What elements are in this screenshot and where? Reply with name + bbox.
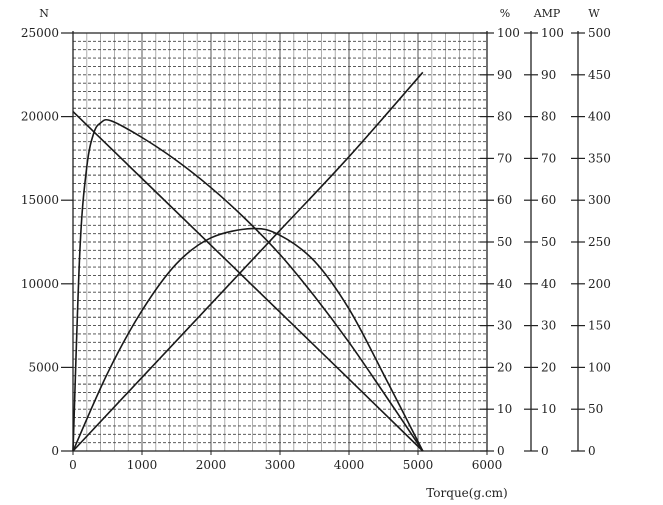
x-axis-tick-label: 3000 (265, 458, 296, 472)
right-axis-tick-label: 0 (541, 444, 549, 458)
x-axis-tick-label: 1000 (127, 458, 158, 472)
right-axis-tick-label: 100 (541, 26, 564, 40)
left-axis-tick-label: 0 (51, 444, 59, 458)
left-axis-tick-label: 5000 (28, 360, 59, 374)
left-axis-tick-label: 10000 (21, 277, 59, 291)
x-axis-tick-label: 0 (69, 458, 77, 472)
right-axis-tick-label: 0 (497, 444, 505, 458)
left-axis-tick-label: 15000 (21, 193, 59, 207)
series-line-AMP (72, 71, 424, 452)
right-axis-tick-label: 20 (541, 360, 556, 374)
x-axis-tick-label: 2000 (196, 458, 227, 472)
right-axis-tick-label: 30 (497, 319, 512, 333)
series-line-% (72, 118, 424, 452)
right-axis-tick-label: 70 (497, 151, 512, 165)
right-axis-tick-label: 10 (541, 402, 556, 416)
right-axis-tick-label: 60 (497, 193, 512, 207)
right-axis-tick-label: 60 (541, 193, 556, 207)
right-axis-tick-label: 200 (588, 277, 611, 291)
right-axis-tick-label: 100 (497, 26, 520, 40)
right-axis-tick-label: 500 (588, 26, 611, 40)
right-axis-tick-label: 90 (497, 68, 512, 82)
right-axis-tick-label: 100 (588, 360, 611, 374)
right-axis-unit-label: W (588, 7, 600, 20)
left-axis-tick-label: 20000 (21, 110, 59, 124)
left-axis-unit-label: N (39, 7, 49, 20)
right-axis-tick-label: 450 (588, 68, 611, 82)
right-axis-tick-label: 80 (541, 110, 556, 124)
right-axis-tick-label: 300 (588, 193, 611, 207)
x-axis-tick-label: 6000 (472, 458, 503, 472)
right-axis-tick-label: 50 (541, 235, 556, 249)
right-axis-tick-label: 70 (541, 151, 556, 165)
right-axis-tick-label: 20 (497, 360, 512, 374)
right-axis-tick-label: 40 (497, 277, 512, 291)
right-axis-tick-label: 40 (541, 277, 556, 291)
right-axis-tick-label: 250 (588, 235, 611, 249)
series-line-W (72, 227, 424, 452)
right-axis-tick-label: 80 (497, 110, 512, 124)
x-axis-tick-label: 5000 (403, 458, 434, 472)
x-axis-tick-label: 4000 (334, 458, 365, 472)
right-axis-tick-label: 0 (588, 444, 596, 458)
series-line-N (72, 111, 424, 452)
right-axis-tick-label: 50 (497, 235, 512, 249)
right-axis-tick-label: 150 (588, 319, 611, 333)
right-axis-tick-label: 30 (541, 319, 556, 333)
x-axis-title: Torque(g.cm) (426, 486, 508, 500)
right-axis-unit-label: AMP (533, 7, 561, 20)
left-axis-tick-label: 25000 (21, 26, 59, 40)
right-axis-unit-label: % (500, 7, 510, 20)
right-axis-tick-label: 90 (541, 68, 556, 82)
right-axis-tick-label: 400 (588, 110, 611, 124)
right-axis-tick-label: 10 (497, 402, 512, 416)
right-axis-tick-label: 50 (588, 402, 603, 416)
right-axis-tick-label: 350 (588, 151, 611, 165)
